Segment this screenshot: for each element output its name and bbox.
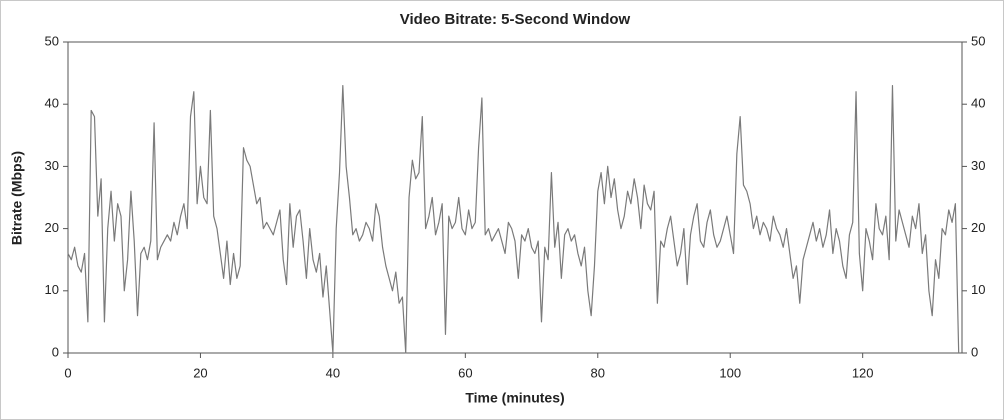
x-axis-label: Time (minutes) — [465, 390, 564, 406]
y-axis-label: Bitrate (Mbps) — [9, 151, 25, 245]
x-tick-label: 0 — [64, 365, 71, 380]
chart-title: Video Bitrate: 5-Second Window — [400, 11, 631, 28]
y-tick-label: 10 — [45, 282, 59, 297]
bitrate-line — [67, 84, 960, 354]
y2-tick-label: 50 — [971, 33, 985, 48]
y-tick-label: 30 — [45, 158, 59, 173]
x-tick-label: 40 — [326, 365, 340, 380]
y2-tick-label: 10 — [971, 282, 985, 297]
y2-tick-label: 20 — [971, 220, 985, 235]
y2-tick-label: 40 — [971, 96, 985, 111]
x-tick-label: 80 — [591, 365, 605, 380]
x-tick-label: 20 — [193, 365, 207, 380]
plot-border — [67, 41, 963, 354]
x-tick-label: 100 — [719, 365, 741, 380]
y-tick-label: 40 — [45, 96, 59, 111]
y2-tick-label: 0 — [971, 344, 978, 359]
x-tick-label: 120 — [852, 365, 874, 380]
y-tick-label: 0 — [52, 344, 59, 359]
y2-tick-label: 30 — [971, 158, 985, 173]
y-tick-label: 50 — [45, 33, 59, 48]
x-tick-label: 60 — [458, 365, 472, 380]
y-tick-label: 20 — [45, 220, 59, 235]
